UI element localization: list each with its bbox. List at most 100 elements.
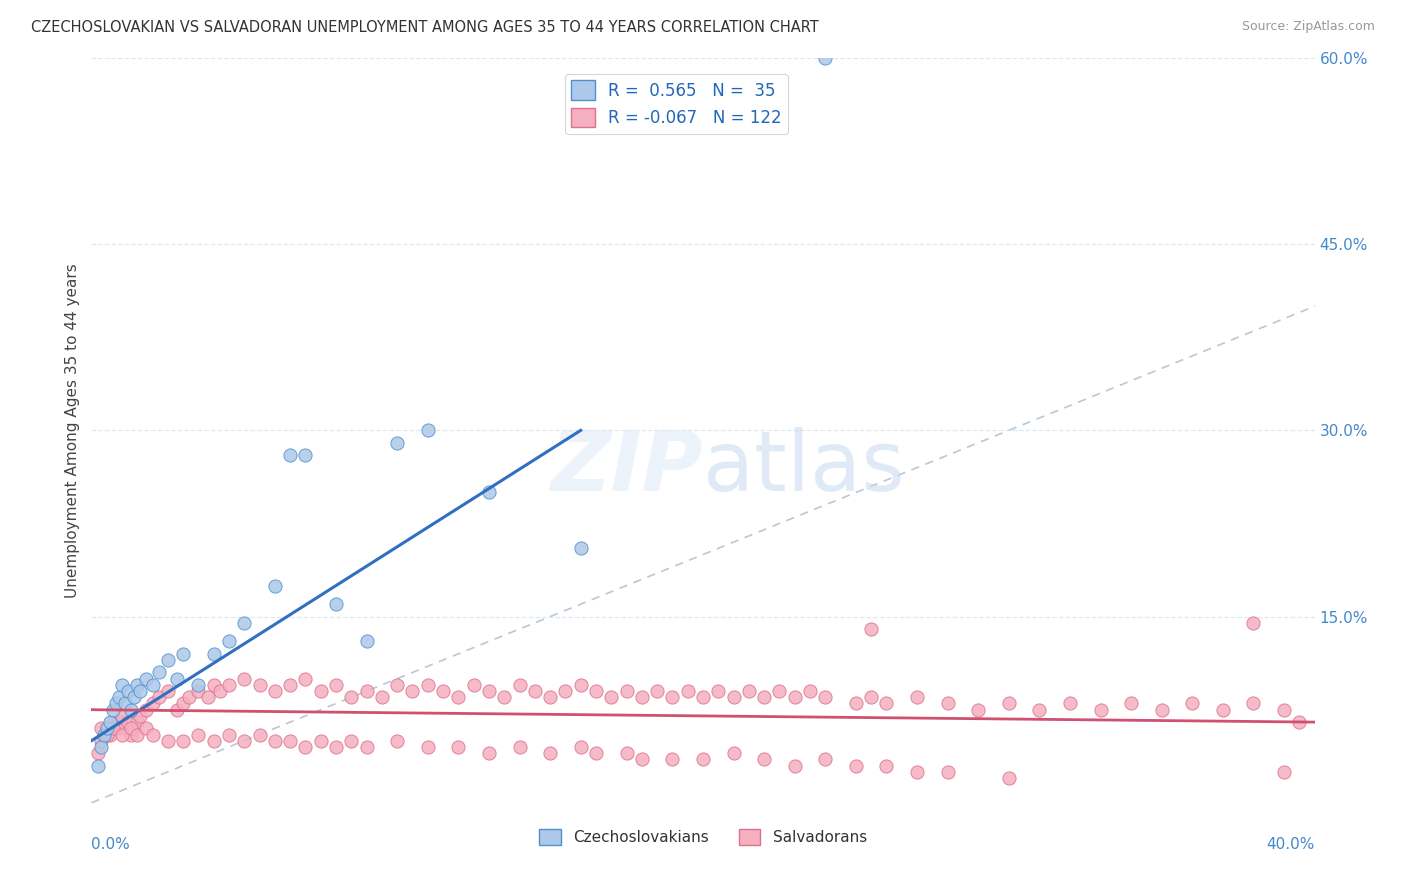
Point	[814, 690, 837, 705]
Point	[447, 739, 470, 754]
Point	[233, 615, 256, 630]
Point	[1150, 703, 1173, 717]
Point	[998, 771, 1021, 785]
Point	[172, 733, 194, 747]
Point	[104, 697, 127, 711]
Point	[723, 746, 745, 760]
Point	[676, 684, 699, 698]
Point	[616, 684, 638, 698]
Point	[936, 764, 959, 779]
Point	[768, 684, 790, 698]
Point	[416, 739, 439, 754]
Point	[135, 721, 157, 735]
Point	[187, 678, 209, 692]
Point	[120, 727, 142, 741]
Point	[967, 703, 990, 717]
Point	[875, 697, 898, 711]
Point	[172, 697, 194, 711]
Point	[249, 678, 271, 692]
Point	[101, 703, 124, 717]
Point	[447, 690, 470, 705]
Point	[799, 684, 821, 698]
Point	[845, 697, 868, 711]
Point	[707, 684, 730, 698]
Point	[101, 721, 124, 735]
Point	[661, 752, 683, 766]
Point	[385, 733, 409, 747]
Point	[509, 678, 531, 692]
Point	[148, 690, 170, 705]
Point	[129, 709, 152, 723]
Point	[463, 678, 485, 692]
Point	[1243, 697, 1265, 711]
Point	[325, 678, 347, 692]
Text: ZIP: ZIP	[550, 427, 703, 508]
Point	[936, 697, 959, 711]
Point	[325, 739, 347, 754]
Point	[148, 665, 170, 680]
Legend: Czechoslovakians, Salvadorans: Czechoslovakians, Salvadorans	[533, 822, 873, 851]
Point	[156, 653, 179, 667]
Point	[86, 746, 108, 760]
Point	[294, 672, 316, 686]
Point	[692, 690, 714, 705]
Point	[401, 684, 423, 698]
Point	[218, 678, 240, 692]
Point	[278, 678, 301, 692]
Point	[96, 727, 118, 741]
Point	[278, 733, 301, 747]
Point	[585, 746, 607, 760]
Point	[692, 752, 714, 766]
Point	[645, 684, 668, 698]
Point	[998, 697, 1021, 711]
Point	[96, 721, 118, 735]
Point	[141, 678, 163, 692]
Point	[569, 541, 592, 556]
Point	[218, 727, 240, 741]
Point	[325, 597, 347, 611]
Point	[90, 721, 112, 735]
Point	[554, 684, 576, 698]
Point	[197, 690, 219, 705]
Text: 40.0%: 40.0%	[1267, 838, 1315, 852]
Point	[120, 703, 142, 717]
Text: 0.0%: 0.0%	[91, 838, 131, 852]
Point	[187, 684, 209, 698]
Point	[631, 690, 654, 705]
Point	[569, 678, 592, 692]
Point	[108, 715, 131, 730]
Point	[120, 721, 142, 735]
Point	[1272, 764, 1295, 779]
Point	[754, 690, 776, 705]
Point	[538, 746, 561, 760]
Point	[111, 727, 134, 741]
Point	[340, 690, 363, 705]
Point	[754, 752, 776, 766]
Point	[278, 448, 301, 462]
Point	[309, 684, 332, 698]
Point	[478, 684, 501, 698]
Point	[860, 690, 883, 705]
Point	[294, 739, 316, 754]
Point	[111, 678, 134, 692]
Point	[569, 739, 592, 754]
Point	[356, 739, 378, 754]
Point	[356, 684, 378, 698]
Point	[1090, 703, 1112, 717]
Point	[86, 758, 108, 772]
Point	[202, 647, 225, 661]
Point	[202, 678, 225, 692]
Point	[122, 721, 145, 735]
Point	[111, 709, 134, 723]
Point	[814, 51, 837, 65]
Point	[416, 678, 439, 692]
Point	[108, 690, 131, 705]
Point	[631, 752, 654, 766]
Point	[1243, 615, 1265, 630]
Point	[371, 690, 394, 705]
Y-axis label: Unemployment Among Ages 35 to 44 years: Unemployment Among Ages 35 to 44 years	[65, 263, 80, 598]
Point	[202, 733, 225, 747]
Point	[509, 739, 531, 754]
Point	[141, 697, 163, 711]
Point	[127, 715, 149, 730]
